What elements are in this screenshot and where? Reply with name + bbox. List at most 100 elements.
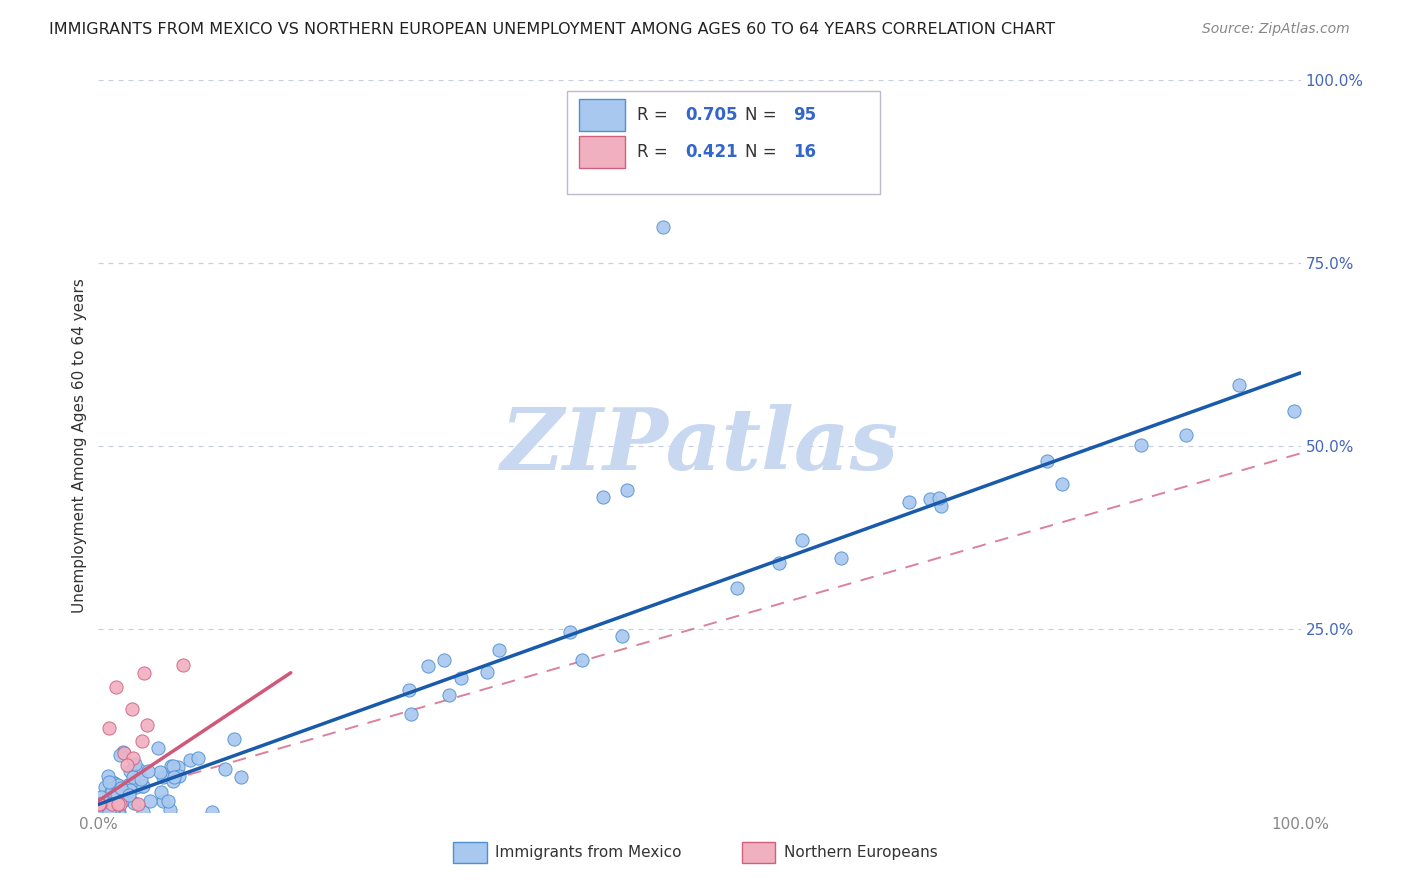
Point [136,718,159,732]
Point [229,770,252,784]
Point [87,805,110,819]
Point [139,794,162,808]
Point [101,805,124,819]
Point [97,797,120,812]
Point [149,764,172,779]
Text: Immigrants from Mexico: Immigrants from Mexico [495,846,682,860]
Point [120,764,142,778]
Point [616,483,638,497]
Point [488,642,510,657]
Point [127,797,149,812]
Text: R =: R = [637,106,673,124]
Point [101,774,124,789]
Point [100,784,122,798]
Point [115,786,138,800]
Point [101,805,124,819]
Point [91,805,114,819]
Point [149,785,172,799]
Point [103,805,125,819]
Point [108,797,131,812]
Point [105,681,128,695]
Point [94,780,117,795]
Point [131,779,153,793]
Point [98,805,121,819]
Point [439,688,461,702]
Point [160,759,183,773]
Point [107,805,129,819]
Point [152,794,174,808]
Point [136,764,159,778]
Point [128,763,150,777]
Point [897,495,920,509]
Point [124,780,146,794]
Point [162,759,184,773]
Point [103,776,125,790]
Point [433,653,456,667]
Point [592,490,614,504]
Point [108,747,131,762]
Point [652,219,675,234]
Text: N =: N = [745,106,782,124]
Point [1282,403,1305,417]
Point [416,659,439,673]
Point [1035,454,1057,468]
Point [1130,438,1153,452]
Point [560,625,582,640]
Y-axis label: Unemployment Among Ages 60 to 64 years: Unemployment Among Ages 60 to 64 years [72,278,87,614]
Point [163,770,186,784]
Point [89,797,111,812]
Point [918,492,941,507]
Point [450,672,472,686]
Point [162,774,184,789]
Point [90,790,112,805]
Point [186,751,208,765]
Point [117,757,139,772]
Text: 16: 16 [793,143,817,161]
Text: Source: ZipAtlas.com: Source: ZipAtlas.com [1202,22,1350,37]
Point [169,769,191,783]
Point [725,582,748,596]
Bar [579,136,624,168]
Point [132,665,155,680]
Text: R =: R = [637,143,673,161]
Point [97,805,120,819]
Point [830,550,852,565]
Point [111,745,134,759]
Point [105,787,128,801]
Point [929,500,952,514]
Point [214,762,236,776]
Text: N =: N = [745,143,782,161]
Point [475,665,498,679]
Point [121,771,143,785]
Point [399,706,422,721]
Point [108,805,131,819]
Point [97,769,120,783]
Point [131,734,153,748]
Text: IMMIGRANTS FROM MEXICO VS NORTHERN EUROPEAN UNEMPLOYMENT AMONG AGES 60 TO 64 YEA: IMMIGRANTS FROM MEXICO VS NORTHERN EUROP… [49,22,1056,37]
Point [768,556,790,570]
Point [121,751,143,765]
Point [112,746,135,760]
Point [105,795,128,809]
Point [89,797,111,812]
Point [1227,377,1250,392]
Point [146,741,169,756]
Bar [579,99,624,131]
Point [156,794,179,808]
Point [93,802,115,816]
Text: Northern Europeans: Northern Europeans [783,846,938,860]
Point [107,778,129,792]
Point [100,784,122,798]
Text: 0.705: 0.705 [685,106,738,124]
Point [121,702,143,716]
Point [398,683,420,698]
Point [571,653,593,667]
Text: ZIPatlas: ZIPatlas [501,404,898,488]
Point [612,629,634,643]
Point [114,792,136,806]
Point [152,770,174,784]
Point [117,779,139,793]
Point [124,756,146,771]
Point [118,791,141,805]
Point [97,721,120,735]
